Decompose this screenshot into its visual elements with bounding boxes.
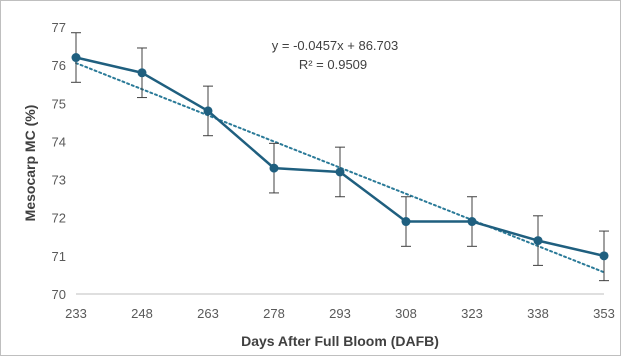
data-point-1 — [137, 68, 147, 78]
y-tick-label-3: 73 — [52, 173, 66, 188]
x-tick-label-4: 293 — [329, 306, 351, 321]
y-tick-label-2: 72 — [52, 211, 66, 226]
x-tick-label-7: 338 — [527, 306, 549, 321]
data-point-3 — [269, 163, 279, 173]
y-tick-label-7: 77 — [52, 20, 66, 35]
y-tick-label-0: 70 — [52, 287, 66, 302]
trendline-group — [75, 62, 605, 274]
data-point-7 — [533, 236, 543, 246]
trendline-equation: y = -0.0457x + 86.703 — [272, 38, 398, 53]
x-tick-label-2: 263 — [197, 306, 219, 321]
y-axis-title: Mesocarp MC (%) — [22, 105, 38, 222]
x-tick-label-3: 278 — [263, 306, 285, 321]
x-tick-label-6: 323 — [461, 306, 483, 321]
data-point-0 — [71, 53, 81, 63]
y-tick-label-6: 76 — [52, 58, 66, 73]
data-point-6 — [467, 217, 477, 227]
x-tick-label-0: 233 — [65, 306, 87, 321]
x-tick-label-5: 308 — [395, 306, 417, 321]
y-tick-label-4: 74 — [52, 134, 66, 149]
series-group — [71, 53, 609, 261]
x-tick-label-8: 353 — [593, 306, 615, 321]
y-tick-label-1: 71 — [52, 249, 66, 264]
trendline — [75, 62, 605, 274]
data-point-8 — [599, 251, 609, 261]
tick-labels: 70 71 72 73 74 75 76 77 233 248 263 278 293 308 323 338… — [52, 20, 615, 321]
data-point-4 — [335, 167, 345, 177]
x-axis-title: Days After Full Bloom (DAFB) — [241, 333, 439, 349]
data-point-2 — [203, 106, 213, 116]
r-squared-label: R² = 0.9509 — [299, 57, 367, 72]
y-tick-label-5: 75 — [52, 96, 66, 111]
data-point-5 — [401, 217, 411, 227]
x-tick-label-1: 248 — [131, 306, 153, 321]
